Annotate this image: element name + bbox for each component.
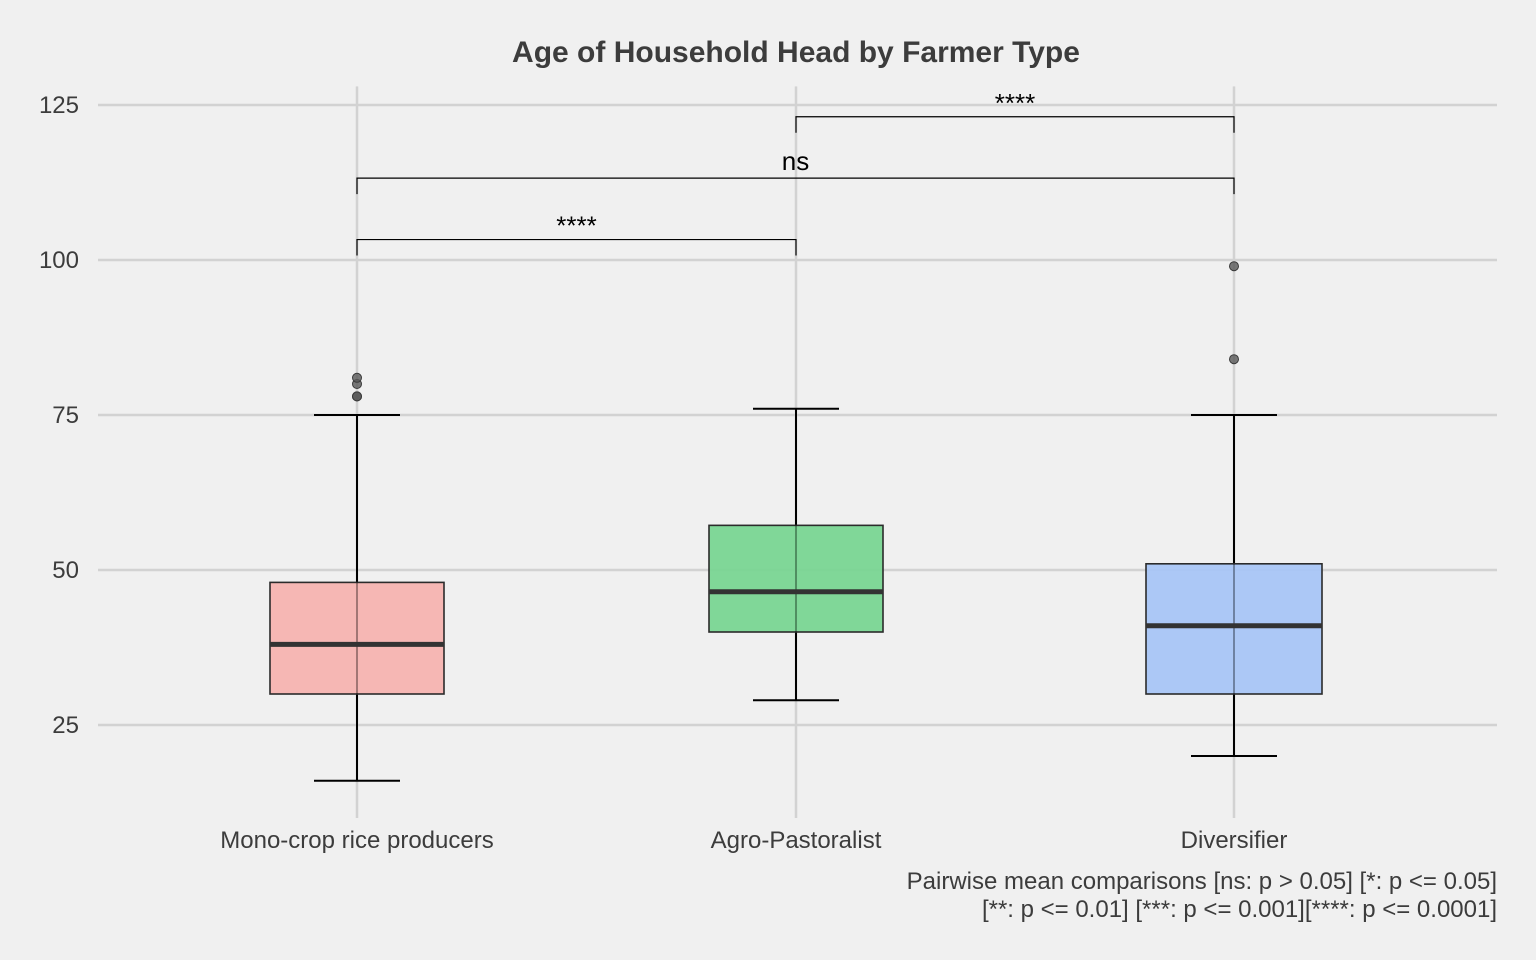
boxes [269, 407, 1323, 782]
box-1 [269, 414, 445, 782]
bracket-line [356, 238, 797, 256]
y-tick-label: 100 [39, 247, 79, 274]
significance-label: ns [782, 146, 809, 176]
caption-line-1: Pairwise mean comparisons [ns: p > 0.05]… [907, 868, 1497, 895]
chart-title: Age of Household Head by Farmer Type [512, 36, 1080, 69]
y-axis-ticks: 25 50 75 100 125 [39, 92, 79, 739]
y-tick-label: 125 [39, 92, 79, 119]
x-tick-label: Mono-crop rice producers [220, 827, 493, 854]
comparison-bracket: **** [795, 88, 1235, 133]
box-3 [1145, 414, 1323, 757]
bracket-line [356, 177, 1235, 195]
x-axis-ticks: Mono-crop rice producers Agro-Pastoralist… [220, 827, 1287, 854]
outliers [352, 261, 1239, 402]
y-tick-label: 50 [52, 557, 79, 584]
y-tick-label: 75 [52, 402, 79, 429]
comparison-bracket: ns [356, 146, 1235, 195]
bracket-line [795, 116, 1235, 133]
box-2 [708, 407, 884, 702]
significance-brackets: **** ns **** [356, 88, 1235, 256]
grid-lines [98, 86, 1497, 818]
significance-label: **** [995, 88, 1035, 118]
outlier-point [352, 372, 362, 383]
x-tick-label: Diversifier [1181, 827, 1288, 854]
comparison-bracket: **** [356, 211, 797, 256]
outlier-point [352, 391, 362, 402]
x-tick-label: Agro-Pastoralist [711, 827, 882, 854]
y-tick-label: 25 [52, 712, 79, 739]
caption-line-2: [**: p <= 0.01] [***: p <= 0.001][****: … [982, 896, 1497, 923]
outlier-point [1229, 354, 1239, 365]
significance-label: **** [556, 211, 596, 241]
outlier-point [1229, 261, 1239, 272]
